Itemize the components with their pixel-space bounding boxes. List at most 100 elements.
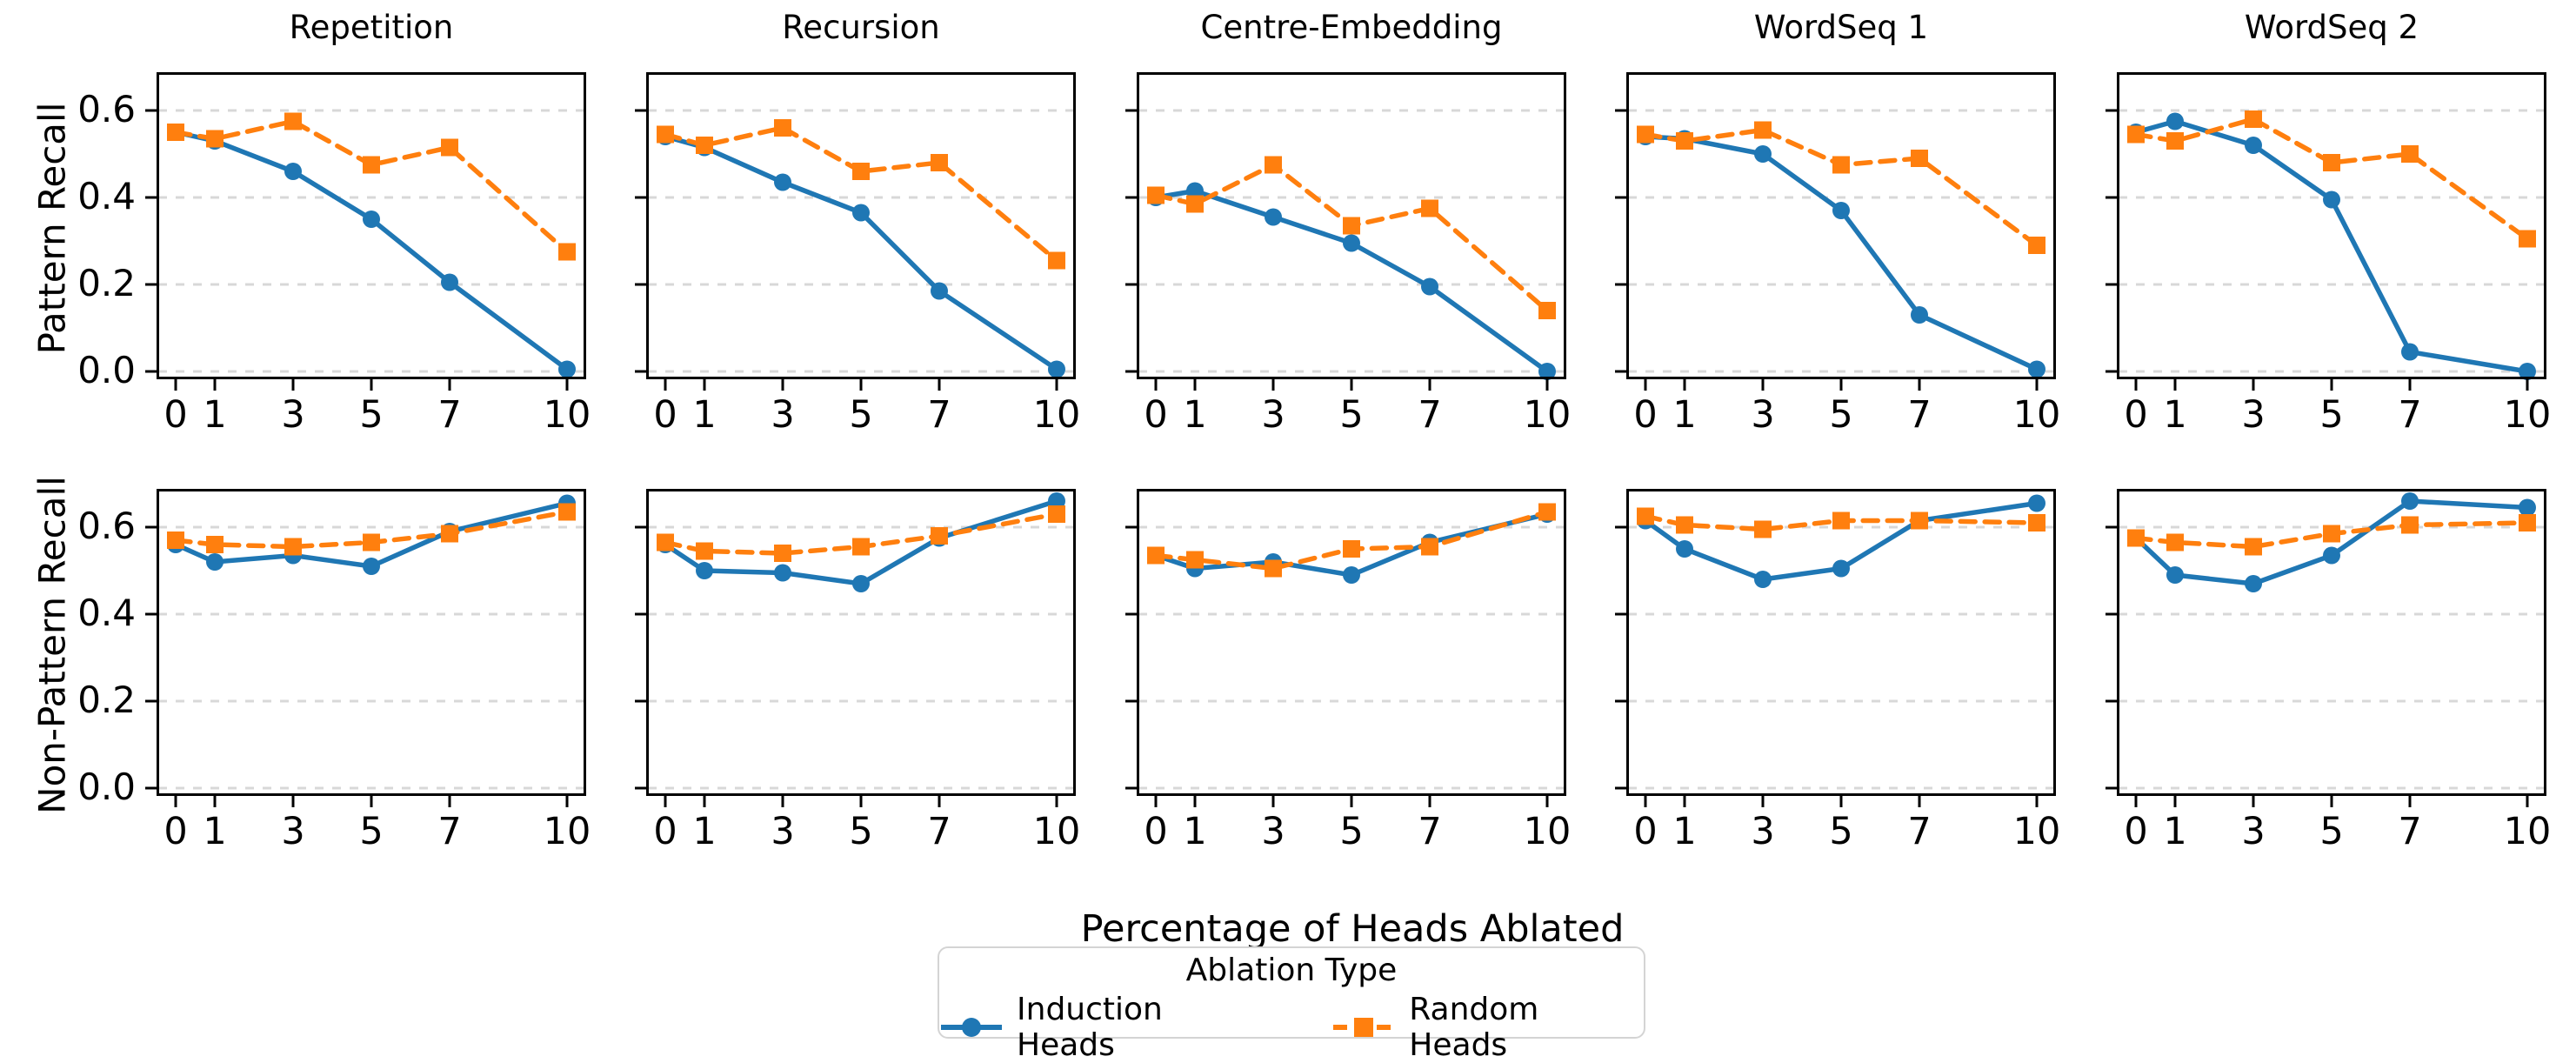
x-tick-label: 10 [1033, 810, 1081, 853]
random-heads-point [2166, 132, 2184, 150]
x-tick-label: 1 [692, 393, 716, 437]
induction-heads-point [2323, 191, 2340, 209]
y-tick-label: 0.2 [77, 262, 136, 304]
x-tick-label: 3 [771, 393, 794, 437]
x-tick-label: 3 [1261, 393, 1285, 437]
induction-heads-point [696, 562, 713, 579]
random-heads-point [1911, 150, 1928, 167]
induction-heads-point [1911, 306, 1928, 324]
induction-heads-point [2401, 492, 2419, 510]
random-heads-point [206, 536, 224, 553]
random-heads-line [1643, 127, 2039, 248]
x-tick-label: 10 [1033, 393, 1081, 437]
random-heads-point [1754, 520, 1772, 538]
induction-heads-point [931, 282, 948, 300]
x-tick-label: 10 [544, 810, 591, 853]
induction-heads-point [284, 163, 302, 180]
random-heads-point [1538, 503, 1556, 521]
x-tick-label: 3 [2241, 810, 2265, 853]
x-tick-label: 7 [2398, 393, 2421, 437]
subplot-wordseq-1-row1: 0 1 3 5 7 10 [1615, 489, 2060, 853]
legend-entry-random-heads: Random Heads [1331, 992, 1644, 1063]
subplot-title: WordSeq 2 [2244, 9, 2419, 46]
random-heads-line [663, 125, 1059, 264]
random-heads-point [2127, 125, 2145, 144]
x-tick-label: 7 [927, 810, 951, 853]
induction-heads-point [2166, 566, 2184, 584]
x-tick-label: 5 [1829, 393, 1852, 437]
x-tick-label: 0 [1633, 810, 1657, 853]
induction-heads-point [774, 173, 791, 191]
legend-label-random-heads: Random Heads [1409, 992, 1539, 1063]
random-heads-point [1147, 546, 1165, 565]
x-tick-label: 7 [927, 393, 951, 437]
random-heads-point [206, 130, 224, 148]
random-heads-point [441, 138, 458, 157]
random-heads-point [284, 112, 302, 130]
random-heads-point [1832, 156, 1850, 174]
subplot-wordseq-2-row1: 0 1 3 5 7 10 [2106, 489, 2551, 853]
x-tick-label: 0 [164, 393, 187, 437]
x-tick-label: 7 [437, 810, 461, 853]
induction-heads-point [1832, 202, 1850, 219]
y-tick-label: 0.6 [77, 88, 136, 130]
induction-heads-point [2401, 343, 2419, 361]
x-tick-label: 1 [692, 810, 716, 853]
x-tick-label: 7 [1907, 810, 1931, 853]
induction-heads-line-marker-icon [941, 1018, 1002, 1037]
induction-heads-point [774, 564, 791, 582]
subplot-repetition-row0: 0 1 3 5 7 10 [145, 72, 591, 437]
random-heads-point [1186, 551, 1204, 569]
induction-heads-point [441, 273, 458, 291]
random-heads-point [2245, 538, 2262, 556]
x-tick-label: 5 [1339, 810, 1363, 853]
random-heads-point [1538, 302, 1556, 319]
subplot-recursion-row0: 0 1 3 5 7 10 [635, 72, 1080, 437]
x-axis-label: Percentage of Heads Ablated [1080, 907, 1625, 951]
induction-heads-point [1343, 234, 1360, 252]
random-heads-point [2401, 145, 2419, 163]
x-tick-label: 5 [849, 393, 872, 437]
random-heads-point [558, 503, 576, 521]
random-heads-point [852, 163, 870, 180]
random-heads-point [1676, 132, 1693, 150]
random-heads-line-marker-icon [1333, 1018, 1395, 1037]
random-heads-point [1048, 251, 1065, 270]
induction-heads-point [2028, 494, 2045, 512]
induction-heads-point [2245, 575, 2262, 592]
induction-heads-point [2323, 546, 2340, 565]
subplot-centre-embedding-row1: 0 1 3 5 7 10 [1125, 489, 1571, 853]
x-tick-label: 1 [203, 393, 226, 437]
y-tick-label: 0.0 [77, 765, 136, 808]
subplot-title: Repetition [289, 9, 454, 46]
x-tick-label: 10 [2504, 810, 2552, 853]
random-heads-point [931, 154, 948, 171]
random-heads-point [2323, 154, 2340, 171]
y-tick-label: 0.2 [77, 679, 136, 721]
induction-heads-line [2133, 498, 2530, 586]
random-heads-point [1147, 186, 1165, 204]
induction-heads-point [1754, 145, 1772, 163]
random-heads-line [173, 118, 570, 255]
induction-heads-point [1343, 566, 1360, 584]
x-tick-label: 5 [2319, 810, 2343, 853]
induction-heads-point [1265, 208, 1282, 226]
subplot-title: Recursion [782, 9, 940, 46]
x-tick-label: 0 [2124, 393, 2147, 437]
subplot-recursion-row1: 0 1 3 5 7 10 [635, 489, 1080, 853]
random-heads-point [2401, 516, 2419, 534]
induction-heads-point [1538, 363, 1556, 380]
random-heads-point [1048, 505, 1065, 523]
y-tick-label: 0.6 [77, 505, 136, 547]
x-tick-label: 1 [1183, 393, 1206, 437]
x-tick-label: 0 [653, 810, 677, 853]
x-tick-label: 3 [1751, 810, 1774, 853]
x-tick-label: 5 [2319, 393, 2343, 437]
induction-heads-point [852, 204, 870, 222]
x-tick-label: 7 [1418, 393, 1441, 437]
x-tick-label: 3 [771, 810, 794, 853]
random-heads-point [2245, 110, 2262, 128]
induction-heads-point [852, 575, 870, 592]
x-tick-label: 10 [1524, 393, 1572, 437]
x-tick-label: 0 [1144, 810, 1167, 853]
